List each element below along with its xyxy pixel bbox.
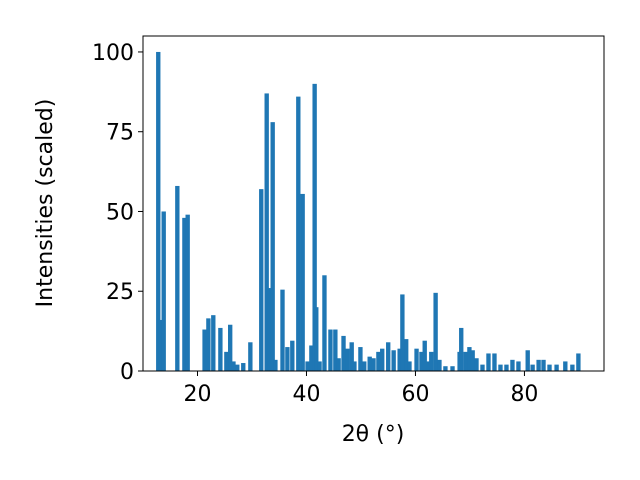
bar (175, 185, 180, 371)
bar (235, 364, 240, 371)
bar (547, 364, 552, 371)
bar (386, 342, 391, 371)
bar (474, 358, 479, 371)
bar (328, 329, 333, 371)
bar (371, 358, 376, 371)
bar (459, 327, 464, 371)
bar (202, 329, 207, 371)
bar (305, 361, 310, 371)
bar (333, 329, 338, 371)
bar (259, 189, 264, 371)
bar (391, 350, 396, 371)
bar (443, 366, 448, 371)
bar (270, 122, 275, 372)
bar (185, 214, 190, 371)
bar (498, 364, 503, 371)
bar (349, 342, 354, 371)
bar (563, 361, 568, 371)
bar (437, 359, 442, 371)
bar (422, 340, 427, 371)
bar (516, 361, 521, 371)
bar (407, 361, 412, 371)
bar (450, 366, 455, 371)
bar (397, 348, 402, 371)
y-tick-label: 25 (106, 280, 134, 305)
bar (352, 361, 357, 371)
x-tick-label: 20 (183, 382, 211, 407)
bar (536, 359, 541, 371)
bar (341, 335, 346, 371)
bar (486, 353, 491, 371)
bar (290, 340, 295, 371)
bar (267, 288, 272, 371)
bar (362, 361, 367, 371)
bar (492, 353, 497, 371)
bar (358, 347, 363, 371)
bar (480, 364, 485, 371)
x-axis-label: 2θ (°) (342, 422, 405, 447)
bar (218, 327, 223, 371)
bar (285, 347, 290, 371)
bar (317, 361, 322, 371)
bar (367, 356, 372, 371)
bar (400, 294, 405, 371)
bar (231, 361, 236, 371)
x-tick-label: 40 (292, 382, 320, 407)
bar (530, 364, 535, 371)
y-axis-label: Intensities (scaled) (33, 99, 58, 308)
bar (433, 292, 438, 371)
bar (541, 359, 546, 371)
bar (376, 351, 381, 371)
bar (404, 339, 409, 371)
y-tick-label: 100 (92, 41, 134, 66)
bar (467, 347, 472, 371)
bar (206, 318, 211, 371)
bar (554, 364, 559, 371)
bar (570, 364, 575, 371)
bar (510, 359, 515, 371)
bar (322, 275, 327, 371)
bar (414, 348, 419, 371)
bar (463, 351, 468, 371)
bar (380, 348, 385, 371)
bar (336, 358, 341, 371)
bar (429, 351, 434, 371)
bar (296, 96, 301, 371)
bar (158, 319, 163, 371)
y-tick-label: 0 (120, 360, 134, 385)
bar (470, 350, 475, 371)
bar (248, 342, 253, 371)
bar (504, 364, 509, 371)
bar (224, 351, 229, 371)
bar (309, 345, 314, 371)
bar (182, 217, 187, 371)
bar (228, 324, 233, 371)
bar (525, 350, 530, 371)
bar (161, 211, 166, 371)
bar (419, 351, 424, 371)
bar (264, 93, 269, 371)
bar (312, 83, 317, 371)
bar (211, 315, 216, 371)
bar (280, 289, 285, 371)
bar (345, 348, 350, 371)
bar (241, 363, 246, 371)
y-tick-label: 75 (106, 121, 134, 146)
bar (273, 359, 278, 371)
bar (576, 353, 581, 371)
bar (426, 361, 431, 371)
bar (156, 51, 161, 371)
bar (300, 193, 305, 371)
y-tick-label: 50 (106, 200, 134, 225)
x-tick-label: 60 (401, 382, 429, 407)
bar (314, 307, 319, 371)
plot-frame (142, 35, 605, 372)
x-tick-label: 80 (510, 382, 538, 407)
